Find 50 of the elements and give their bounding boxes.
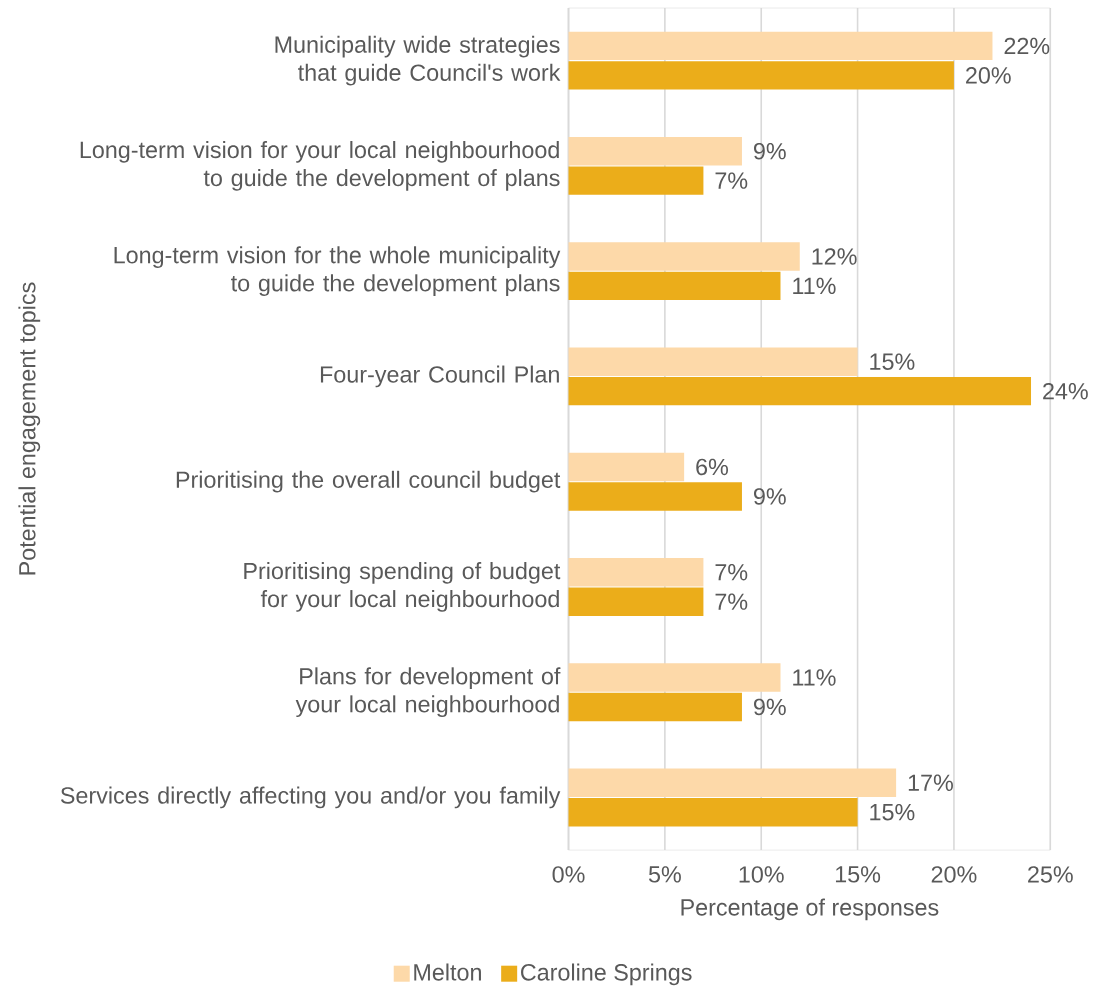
data-label: 12%: [812, 248, 857, 265]
x-tick-label: 15%: [835, 866, 881, 883]
bar: [568, 768, 897, 798]
y-tick-label: Plans for development of your local neighbourhood: [295, 667, 561, 718]
data-label: 11%: [793, 669, 836, 686]
y-tick-label: Long-term vision for your local neighbourhood to guide the development of plans: [80, 141, 560, 192]
bar: [568, 692, 742, 722]
data-label: 22%: [1004, 37, 1050, 55]
legend-label: Melton: [414, 963, 481, 981]
data-label: 11%: [793, 277, 836, 295]
bar: [568, 242, 800, 271]
bar: [568, 587, 704, 617]
data-label: 24%: [1043, 383, 1088, 400]
x-tick-label: 0%: [552, 866, 585, 883]
x-tick-label: 25%: [1028, 866, 1073, 883]
y-tick-label: Services directly affecting you and/or you family: [60, 786, 561, 809]
data-label: 9%: [754, 698, 786, 716]
bar: [568, 798, 858, 827]
data-label: 7%: [715, 564, 748, 581]
bar: [568, 452, 685, 482]
data-label: 7%: [715, 593, 748, 611]
bar: [568, 663, 781, 692]
bar: [568, 61, 954, 90]
bar: [568, 347, 858, 377]
data-label: 15%: [870, 353, 915, 371]
x-axis-title: Percentage of responses: [681, 898, 939, 921]
y-axis-title: Potential engagement topics: [18, 282, 41, 575]
y-tick-label: Four-year Council Plan: [320, 365, 559, 388]
bar: [568, 137, 742, 166]
data-label: 20%: [966, 67, 1011, 84]
bar: [568, 166, 704, 196]
x-tick-label: 20%: [931, 866, 977, 883]
x-tick-label: 10%: [739, 866, 784, 883]
data-label: 6%: [696, 458, 728, 476]
data-label: 9%: [754, 143, 786, 160]
bar: [568, 271, 781, 301]
y-tick-label: Prioritising the overall council budget: [176, 471, 561, 493]
y-tick-label: Long-term vision for the whole municipality to guide the development plans: [114, 246, 561, 297]
legend-label: Caroline Springs: [521, 963, 692, 986]
data-label: 9%: [754, 488, 786, 505]
data-label: 7%: [715, 172, 748, 190]
y-tick-label: Prioritising spending of budget for your local neighbourhood: [244, 562, 561, 613]
data-label: 17%: [908, 774, 953, 792]
bar: [568, 482, 742, 511]
x-tick-label: 5%: [648, 866, 681, 883]
bar: [568, 558, 704, 587]
bar: [568, 31, 993, 61]
bar: [568, 377, 1032, 406]
data-label: 15%: [870, 804, 915, 821]
y-tick-label: Municipality wide strategies that guide Council's work: [275, 35, 561, 86]
